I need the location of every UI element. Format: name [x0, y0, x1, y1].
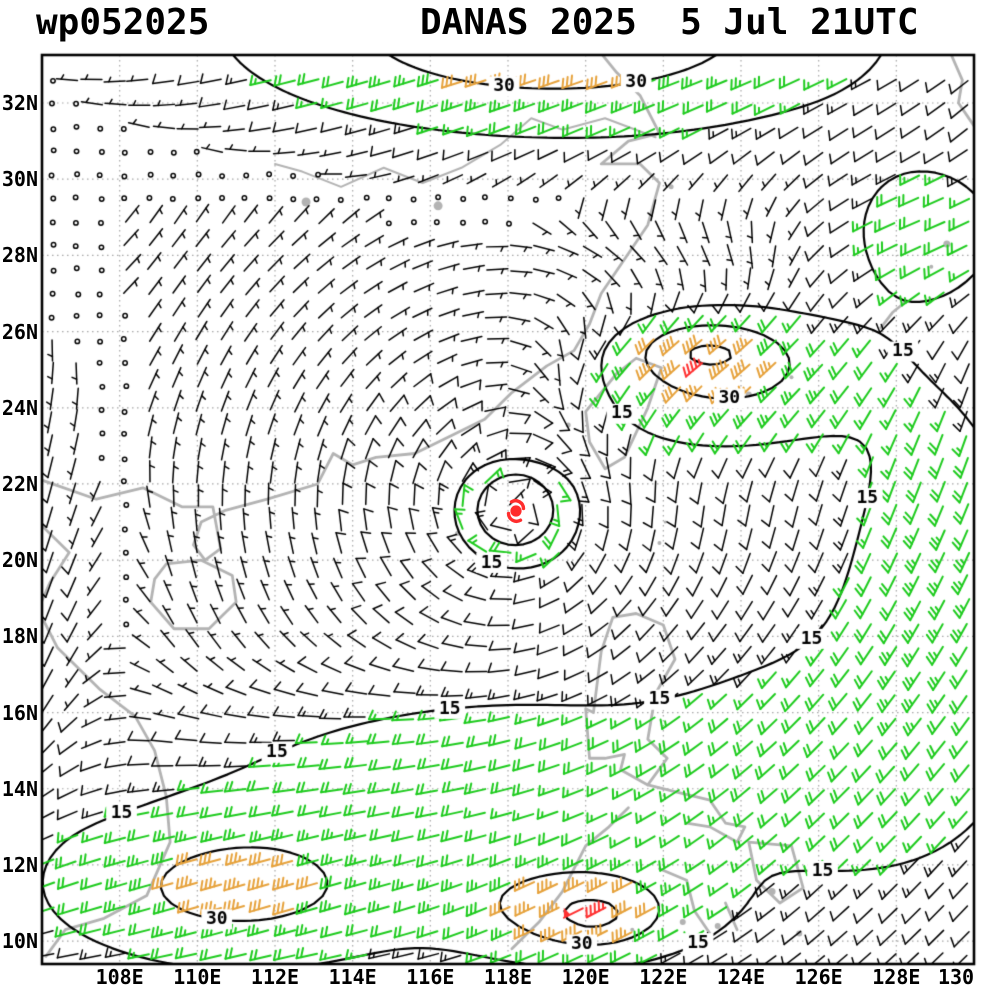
- lon-tick-label: 130: [937, 965, 975, 989]
- lon-tick-label: 112E: [250, 965, 300, 989]
- lat-tick-label: 26N: [1, 319, 38, 344]
- lat-tick-label: 12N: [1, 852, 38, 877]
- lon-tick-label: 120E: [561, 965, 610, 989]
- lon-tick-label: 122E: [639, 965, 688, 989]
- lon-tick-label: 126E: [794, 965, 843, 989]
- lon-tick-label: 128E: [872, 965, 921, 989]
- lat-tick-label: 28N: [1, 243, 38, 268]
- lat-tick-label: 32N: [1, 91, 38, 115]
- lat-tick-label: 16N: [1, 700, 38, 725]
- typhoon-symbol-icon: [506, 498, 525, 523]
- lat-tick-label: 30N: [1, 167, 38, 192]
- lon-tick-label: 118E: [483, 965, 533, 989]
- chart-title-label: DANAS 2025 5 Jul 21UTC: [420, 2, 919, 43]
- storm-id-label: wp052025: [36, 2, 210, 43]
- lon-tick-label: 110E: [173, 965, 222, 989]
- lon-tick-label: 116E: [406, 965, 455, 989]
- lat-tick-label: 20N: [1, 548, 38, 573]
- typhoon-symbol: [503, 498, 529, 524]
- lon-tick-label: 124E: [716, 965, 766, 989]
- lat-tick-label: 22N: [1, 471, 38, 496]
- lon-tick-label: 108E: [95, 965, 144, 989]
- lon-tick-label: 114E: [328, 965, 377, 989]
- lat-tick-label: 14N: [1, 776, 38, 801]
- lat-tick-label: 18N: [1, 624, 38, 649]
- lat-tick-label: 24N: [1, 395, 38, 420]
- lat-tick-label: 10N: [1, 929, 38, 954]
